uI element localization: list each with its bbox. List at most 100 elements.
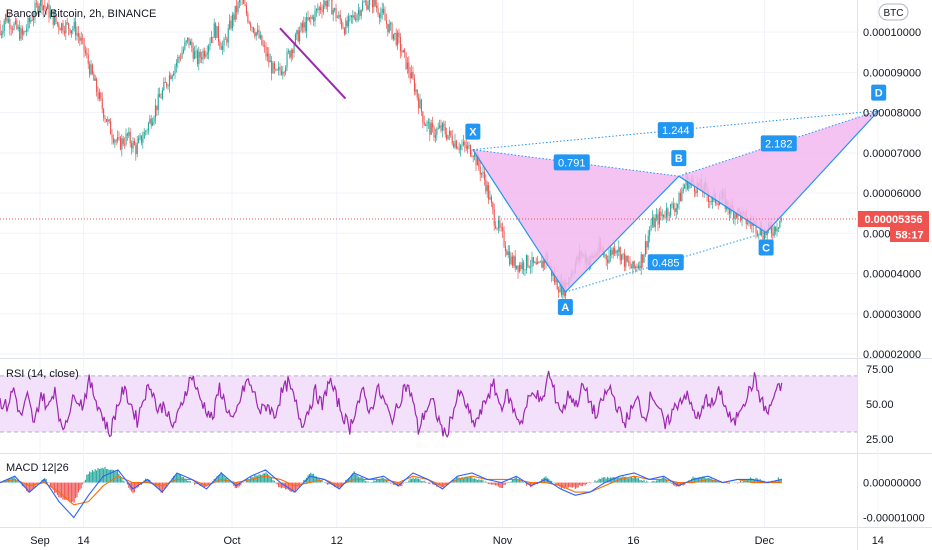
pattern-point-marker[interactable] [465, 123, 481, 140]
harmonic-pattern[interactable]: 1.244 0.791 2.182 0.485 X A B C D [465, 84, 887, 316]
candle [649, 230, 651, 236]
candle [447, 135, 449, 140]
candle [656, 214, 658, 219]
candle [539, 261, 541, 263]
candle [315, 9, 317, 11]
pattern-leg[interactable] [678, 175, 767, 234]
candle [398, 32, 400, 38]
candle [387, 23, 389, 33]
candle [146, 130, 148, 132]
pattern-point-marker[interactable] [671, 150, 687, 167]
candle [98, 92, 100, 99]
rsi-tick-label: 25.00 [866, 434, 894, 446]
candle [684, 185, 686, 189]
candle [255, 32, 257, 37]
candle [182, 49, 184, 53]
trendline-segment[interactable] [279, 27, 347, 100]
candle [399, 37, 401, 52]
candle [154, 105, 156, 118]
grid [0, 0, 879, 527]
candle [196, 50, 198, 65]
candle [166, 82, 168, 87]
candle [392, 33, 394, 39]
chart-title: Bancor / Bitcoin, 2h, BINANCE [6, 8, 156, 20]
time-tick-label: 12 [331, 535, 343, 547]
pattern-point-marker[interactable] [758, 239, 774, 256]
candle [468, 144, 470, 146]
candle [630, 266, 632, 269]
candle [189, 41, 191, 45]
candle [411, 71, 413, 79]
candle [462, 141, 464, 145]
candle [38, 6, 40, 12]
candle [321, 9, 323, 12]
candle [682, 188, 684, 192]
candle [380, 13, 382, 19]
candle [286, 52, 288, 68]
candle [237, 2, 239, 13]
candle [27, 17, 29, 30]
candle [65, 22, 67, 34]
candle [504, 246, 506, 252]
candle [187, 37, 189, 41]
candle [766, 229, 768, 235]
candle [17, 27, 19, 29]
candle [559, 280, 561, 293]
ratio-label-bg [553, 154, 590, 171]
candle [313, 16, 315, 22]
candle [510, 256, 512, 265]
candle [605, 254, 607, 260]
price-axis[interactable]: 0.000020000.000030000.000040000.00005000… [863, 27, 921, 361]
candle [639, 265, 641, 269]
candle [412, 71, 414, 79]
price-tick-label: 0.00010000 [863, 27, 921, 39]
macd-panel[interactable]: 0.00000000 -0.00001000 [0, 466, 925, 525]
currency-badge[interactable] [878, 3, 909, 21]
candle [486, 185, 488, 192]
candle [357, 10, 359, 15]
candle [420, 99, 422, 112]
pattern-point-marker[interactable] [557, 299, 573, 316]
candle [51, 11, 53, 13]
candle [143, 131, 145, 139]
candle [310, 17, 312, 19]
candle [307, 17, 309, 20]
candle [625, 255, 627, 267]
candle [507, 251, 509, 256]
candle [44, 5, 46, 8]
candle [59, 28, 61, 31]
candle [455, 140, 457, 149]
candle [175, 62, 177, 67]
candle [217, 26, 219, 42]
ratio-label: 0.485 [652, 257, 680, 269]
candle [374, 0, 376, 6]
candle [320, 7, 322, 10]
candle [93, 73, 95, 81]
candle [628, 261, 630, 263]
candle [653, 217, 655, 228]
pattern-point-marker[interactable] [871, 84, 887, 101]
candle [45, 7, 47, 10]
candle [205, 54, 207, 57]
candle [202, 50, 204, 60]
rsi-panel[interactable]: 75.00 50.00 25.00 [0, 364, 894, 446]
candle [156, 105, 158, 111]
pattern-leg[interactable] [765, 110, 880, 233]
candle [441, 123, 443, 131]
candle [756, 232, 758, 234]
candle [325, 1, 327, 7]
time-axis[interactable]: Sep14Oct12Nov16Dec142021 [30, 535, 932, 547]
candle [30, 19, 32, 23]
trendline[interactable] [279, 27, 347, 100]
candle [213, 23, 215, 38]
pattern-leg[interactable] [564, 175, 680, 293]
candle [244, 3, 246, 6]
candle [371, 0, 373, 8]
pattern-leg[interactable] [472, 149, 566, 293]
candle [489, 197, 491, 200]
candle [378, 14, 380, 19]
candle [35, 3, 37, 5]
candle [301, 23, 303, 28]
candle [185, 40, 187, 43]
